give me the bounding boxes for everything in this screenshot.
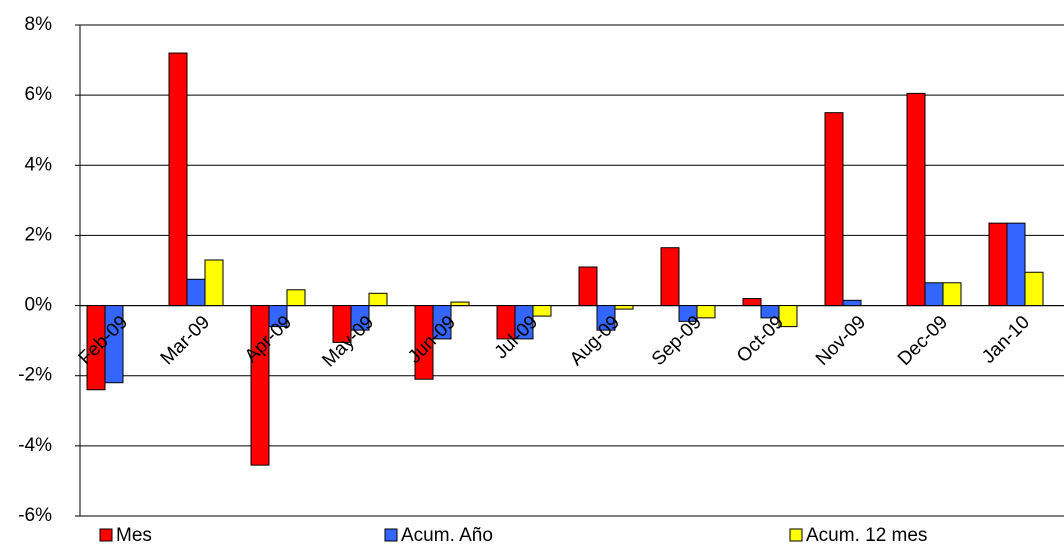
bar xyxy=(988,222,1008,307)
bar xyxy=(842,299,862,307)
legend-swatch xyxy=(99,528,113,542)
y-tick-label: -4% xyxy=(18,435,52,456)
legend-label: Acum. Año xyxy=(401,525,493,546)
bar xyxy=(824,112,844,307)
bar xyxy=(268,305,288,328)
x-tick-label: Dec-09 xyxy=(894,312,952,370)
legend-swatch xyxy=(789,528,803,542)
bar xyxy=(942,282,962,307)
bar xyxy=(660,247,680,307)
x-tick-label: Mar-09 xyxy=(157,312,214,369)
bar xyxy=(742,298,762,307)
x-tick-label: Oct-09 xyxy=(733,312,788,367)
y-tick-label: 2% xyxy=(25,224,53,245)
x-tick-label: Sep-09 xyxy=(648,312,706,370)
y-tick-label: -2% xyxy=(18,365,52,386)
bar xyxy=(778,305,798,328)
x-tick-label: Nov-09 xyxy=(812,312,870,370)
bar xyxy=(286,289,306,307)
bar xyxy=(168,52,188,307)
bar xyxy=(906,92,926,307)
legend-swatch xyxy=(384,528,398,542)
bar xyxy=(1024,271,1044,307)
y-tick-label: 0% xyxy=(25,295,53,316)
bar xyxy=(696,305,716,319)
bar xyxy=(204,259,224,307)
bar xyxy=(614,305,634,310)
bar xyxy=(432,305,452,340)
bar xyxy=(368,292,388,307)
legend-label: Acum. 12 mes xyxy=(806,525,927,546)
bar xyxy=(924,282,944,307)
bar xyxy=(414,305,434,380)
legend-label: Mes xyxy=(116,525,152,546)
bar xyxy=(578,266,598,307)
y-tick-label: 4% xyxy=(25,154,53,175)
bar xyxy=(104,305,124,384)
bar xyxy=(532,305,552,317)
y-tick-label: 8% xyxy=(25,14,53,35)
bar xyxy=(1006,222,1026,307)
bar xyxy=(186,278,206,307)
bar xyxy=(514,305,534,340)
y-tick-label: 6% xyxy=(25,84,53,105)
x-tick-label: Aug-09 xyxy=(566,312,624,370)
bar xyxy=(596,305,616,331)
x-tick-label: Jan-10 xyxy=(978,312,1034,368)
y-tick-label: -6% xyxy=(18,505,52,526)
bar xyxy=(450,301,470,307)
bar xyxy=(350,305,370,331)
bar xyxy=(250,305,270,466)
